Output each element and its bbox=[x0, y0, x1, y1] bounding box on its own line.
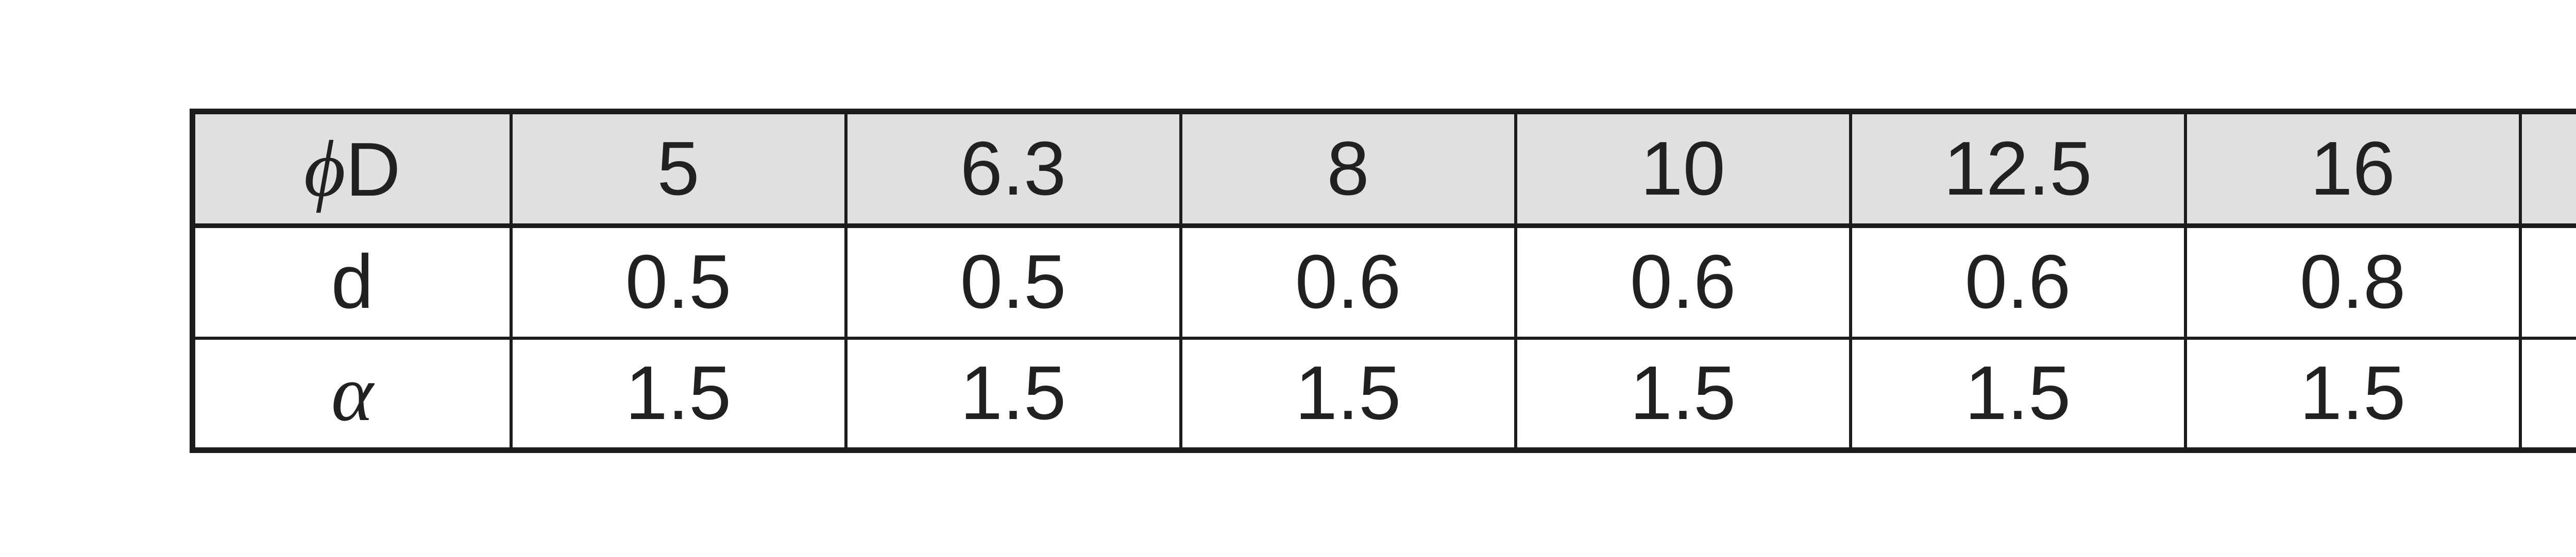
alpha-symbol: α bbox=[331, 349, 374, 438]
value-cell: 1.5 bbox=[1179, 336, 1517, 452]
value-cell: 0.6 bbox=[1514, 224, 1852, 340]
header-cell: 6.3 bbox=[844, 110, 1182, 228]
value-cell: 1.5 bbox=[2183, 336, 2522, 452]
header-cell: 5 bbox=[509, 110, 848, 228]
value-cell: 1.5 bbox=[1849, 336, 2187, 452]
header-cell: 18 bbox=[2518, 110, 2576, 228]
header-cell: 10 bbox=[1514, 110, 1852, 228]
header-cell: 12.5 bbox=[1849, 110, 2187, 228]
header-cell: 16 bbox=[2183, 110, 2522, 228]
value-cell: 0.6 bbox=[1179, 224, 1517, 340]
diameter-label: D bbox=[345, 127, 401, 212]
value-cell: 1.5 bbox=[509, 336, 848, 452]
value-cell: 0.5 bbox=[844, 224, 1182, 340]
value-cell: 0.8 bbox=[2183, 224, 2522, 340]
table-row-d: d 0.5 0.5 0.6 0.6 0.6 0.8 0.8 0.8 1.0 1.… bbox=[191, 224, 2576, 340]
value-cell: 1.5 bbox=[844, 336, 1182, 452]
table-row-alpha: α 1.5 1.5 1.5 1.5 1.5 1.5 1.5 2.0 2.0 2.… bbox=[191, 336, 2576, 452]
spec-table-container: ϕD 5 6.3 8 10 12.5 16 18 20 22 25 d 0.5 … bbox=[190, 109, 2576, 453]
spec-table: ϕD 5 6.3 8 10 12.5 16 18 20 22 25 d 0.5 … bbox=[190, 109, 2576, 453]
value-cell: 0.5 bbox=[509, 224, 848, 340]
table-header-row: ϕD 5 6.3 8 10 12.5 16 18 20 22 25 bbox=[191, 110, 2576, 228]
row-label-cell-d: d bbox=[191, 224, 513, 340]
value-cell: 1.5 bbox=[1514, 336, 1852, 452]
phi-symbol: ϕ bbox=[303, 124, 346, 213]
value-cell: 0.6 bbox=[1849, 224, 2187, 340]
value-cell: 0.8 bbox=[2518, 224, 2576, 340]
header-cell: 8 bbox=[1179, 110, 1517, 228]
header-cell-phi-d: ϕD bbox=[191, 110, 513, 228]
value-cell: 1.5 bbox=[2518, 336, 2576, 452]
row-label-cell-alpha: α bbox=[191, 336, 513, 452]
